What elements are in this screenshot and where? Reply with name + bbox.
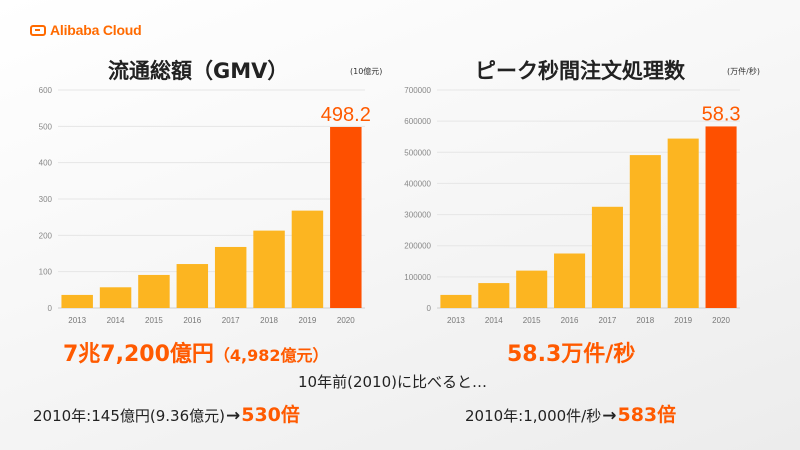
gmv-y-tick-label: 300 xyxy=(39,195,53,204)
gmv-bar-2017 xyxy=(214,246,247,308)
gmv-x-tick-label: 2013 xyxy=(68,316,86,325)
peak-orders-y-tick-label: 400000 xyxy=(404,179,431,188)
gmv-unit-label: (10億元) xyxy=(350,67,383,76)
logo-text: Alibaba Cloud xyxy=(50,22,142,38)
peak-orders-chart-title: ピーク秒間注文処理数 xyxy=(475,59,685,83)
arrow-right-icon: → xyxy=(602,406,617,426)
peak-orders-y-tick-label: 500000 xyxy=(404,148,431,157)
gmv-y-tick-label: 100 xyxy=(39,268,53,277)
peak-orders-bar-2018 xyxy=(629,155,661,308)
peak-orders-x-tick-label: 2018 xyxy=(636,316,654,325)
peak-orders-bar-2017 xyxy=(591,206,623,308)
peak-orders-bar-2013 xyxy=(440,294,472,308)
gmv-headline-sub: （4,982億元） xyxy=(213,346,329,365)
gmv-y-tick-label: 500 xyxy=(39,122,53,131)
gmv-bar-2014 xyxy=(99,287,132,308)
gmv-multiplier: 530倍 xyxy=(241,404,300,426)
peak-orders-multiplier: 583倍 xyxy=(617,404,677,426)
gmv-bar-2016 xyxy=(176,264,209,308)
gmv-x-tick-label: 2014 xyxy=(107,316,125,325)
gmv-bar-2019 xyxy=(291,210,324,308)
gmv-bar-2018 xyxy=(253,230,285,308)
peak-orders-comparison-base: 2010年:1,000件/秒 xyxy=(465,407,602,425)
peak-orders-x-tick-label: 2019 xyxy=(674,316,692,325)
peak-orders-bar-2016 xyxy=(554,253,586,308)
gmv-bar-chart: 0 100 200 300 400 500 600 2013 2014 2015 2016 2017 2… xyxy=(39,86,371,325)
peak-orders-y-tick-label: 200000 xyxy=(404,242,431,251)
comparison-note: 10年前(2010)に比べると… xyxy=(298,373,487,391)
gmv-bar-2020 xyxy=(330,126,362,308)
gmv-x-tick-label: 2016 xyxy=(183,316,201,325)
gmv-headline: 7兆7,200億円（4,982億元） xyxy=(63,336,329,368)
peak-orders-comparison: 2010年:1,000件/秒 → 583倍 xyxy=(465,400,676,427)
gmv-comparison: 2010年:145億円(9.36億元) → 530倍 xyxy=(33,400,300,427)
gmv-chart-title: 流通総額（GMV） xyxy=(108,59,289,83)
peak-orders-x-tick-label: 2014 xyxy=(485,316,503,325)
peak-orders-data-label: 58.3 xyxy=(702,103,741,125)
peak-orders-bar-chart: 0 100000 200000 300000 400000 500000 600000 700… xyxy=(404,86,741,325)
peak-orders-bar-2014 xyxy=(478,283,510,308)
arrow-right-icon: → xyxy=(225,406,241,426)
gmv-data-label: 498.2 xyxy=(321,104,371,126)
gmv-y-tick-label: 600 xyxy=(39,86,53,95)
peak-orders-x-tick-label: 2015 xyxy=(523,316,541,325)
peak-orders-y-tick-label: 0 xyxy=(427,304,432,313)
gmv-x-tick-label: 2020 xyxy=(337,316,355,325)
gmv-y-tick-label: 0 xyxy=(48,304,53,313)
alibaba-cloud-logo-icon xyxy=(30,24,46,36)
gmv-x-tick-label: 2015 xyxy=(145,316,163,325)
gmv-y-tick-label: 200 xyxy=(39,231,53,240)
gmv-headline-main: 7兆7,200億円 xyxy=(63,342,214,367)
peak-orders-bar-2020 xyxy=(705,126,737,309)
gmv-x-tick-label: 2018 xyxy=(260,316,278,325)
peak-orders-y-tick-label: 600000 xyxy=(404,117,431,126)
gmv-x-tick-label: 2017 xyxy=(222,316,240,325)
peak-orders-x-tick-label: 2017 xyxy=(599,316,617,325)
peak-orders-y-tick-label: 700000 xyxy=(404,86,431,95)
peak-orders-x-tick-label: 2016 xyxy=(561,316,579,325)
peak-orders-bar-2015 xyxy=(516,270,548,308)
peak-orders-x-tick-label: 2013 xyxy=(447,316,465,325)
gmv-x-tick-label: 2019 xyxy=(299,316,317,325)
peak-orders-y-tick-label: 300000 xyxy=(404,211,431,220)
peak-orders-bar-2019 xyxy=(667,138,699,308)
peak-orders-y-tick-label: 100000 xyxy=(404,273,431,282)
peak-orders-headline: 58.3万件/秒 xyxy=(507,342,636,367)
gmv-comparison-base: 2010年:145億円(9.36億元) xyxy=(33,407,225,425)
peak-orders-unit-label: (万件/秒) xyxy=(727,67,760,76)
gmv-bar-2015 xyxy=(138,274,170,308)
peak-orders-x-tick-label: 2020 xyxy=(712,316,730,325)
gmv-bar-2013 xyxy=(61,294,93,308)
alibaba-cloud-logo: Alibaba Cloud xyxy=(30,22,142,38)
gmv-y-tick-label: 400 xyxy=(39,159,53,168)
